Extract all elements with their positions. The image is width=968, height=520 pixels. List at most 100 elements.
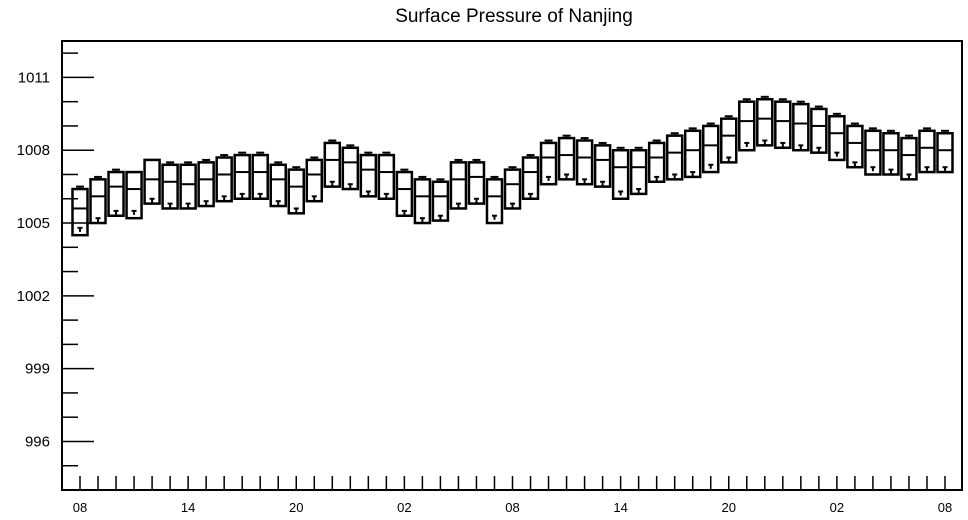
box-item [792, 100, 810, 152]
box-body [467, 161, 486, 205]
box-item [359, 151, 378, 198]
box-item [575, 137, 594, 186]
box-item [900, 134, 918, 181]
x-tick-label: 20 [289, 500, 303, 515]
box-body [107, 170, 125, 217]
box-body [323, 141, 342, 188]
box-body [179, 163, 197, 210]
box-body [197, 161, 215, 208]
x-axis: 08 14 20 02 08 14 20 02 08 [73, 476, 952, 515]
y-tick-label: 999 [25, 361, 50, 378]
box-body [251, 153, 269, 201]
box-item [774, 98, 792, 150]
box-item [738, 98, 756, 152]
x-tick-label: 20 [722, 500, 736, 515]
box-body [756, 97, 774, 147]
box-body [233, 153, 251, 201]
box-item [467, 158, 486, 205]
x-tick-label: 14 [613, 500, 627, 515]
box-item [629, 146, 648, 196]
box-body [846, 124, 864, 169]
box-item [323, 139, 342, 188]
box-item [161, 161, 179, 210]
box-item [846, 122, 864, 169]
box-item [197, 158, 215, 208]
box-item [485, 175, 504, 225]
box-item [125, 170, 143, 220]
y-tick-label: 996 [25, 433, 50, 450]
box-body [665, 134, 684, 181]
y-tick-label: 1011 [18, 69, 50, 86]
box-body [161, 163, 179, 210]
box-item [882, 129, 900, 176]
box-item [720, 115, 738, 164]
box-item [287, 166, 305, 215]
box-item [828, 112, 846, 162]
box-item [521, 154, 540, 201]
box-item [665, 132, 684, 181]
box-body [305, 158, 324, 203]
x-tick-label: 08 [938, 500, 952, 515]
box-item [503, 166, 522, 210]
box-item [269, 161, 287, 208]
box-item [71, 185, 89, 237]
box-body [720, 117, 738, 164]
box-item [683, 127, 702, 179]
y-tick-label: 1002 [17, 288, 50, 305]
box-item [431, 178, 450, 222]
box-item [593, 141, 612, 188]
box-body [629, 148, 648, 196]
box-item [557, 134, 576, 181]
x-tick-label: 02 [830, 500, 844, 515]
box-body [395, 170, 414, 217]
box-item [611, 146, 630, 201]
box-body [269, 163, 287, 208]
chart-title: Surface Pressure of Nanjing [395, 6, 633, 27]
box-item [107, 168, 125, 217]
box-body [593, 144, 612, 188]
box-body [683, 129, 702, 179]
box-body [557, 136, 576, 181]
box-item [936, 129, 954, 174]
box-item [233, 151, 251, 201]
box-series [71, 95, 954, 237]
box-body [287, 168, 305, 215]
box-item [756, 95, 774, 147]
box-item [251, 151, 269, 201]
box-body [575, 139, 594, 186]
box-item [377, 151, 396, 201]
box-item [918, 127, 936, 174]
box-item [179, 161, 197, 210]
box-item [89, 175, 107, 225]
box-item [449, 158, 468, 210]
box-item [810, 105, 828, 154]
box-body [359, 153, 378, 198]
y-tick-label: 1008 [17, 142, 50, 159]
box-item [701, 122, 720, 174]
box-item [413, 175, 432, 225]
x-tick-label: 08 [505, 500, 519, 515]
box-item [143, 158, 161, 205]
box-item [215, 154, 233, 203]
box-body [810, 107, 828, 154]
x-tick-label: 14 [181, 500, 195, 515]
box-item [395, 168, 414, 217]
box-body [215, 156, 233, 203]
box-item [647, 139, 666, 184]
x-tick-label: 02 [397, 500, 411, 515]
box-item [864, 127, 882, 176]
box-body [918, 129, 936, 174]
y-axis: 996 999 1002 1005 1008 1011 [17, 52, 94, 491]
box-body [143, 158, 161, 205]
box-body [449, 161, 468, 210]
box-item [305, 156, 324, 203]
box-body [89, 178, 107, 225]
y-tick-label: 1005 [17, 215, 50, 232]
box-body [882, 131, 900, 176]
box-item [341, 144, 360, 191]
box-body [341, 146, 360, 191]
box-body [900, 136, 918, 181]
box-body [377, 153, 396, 201]
